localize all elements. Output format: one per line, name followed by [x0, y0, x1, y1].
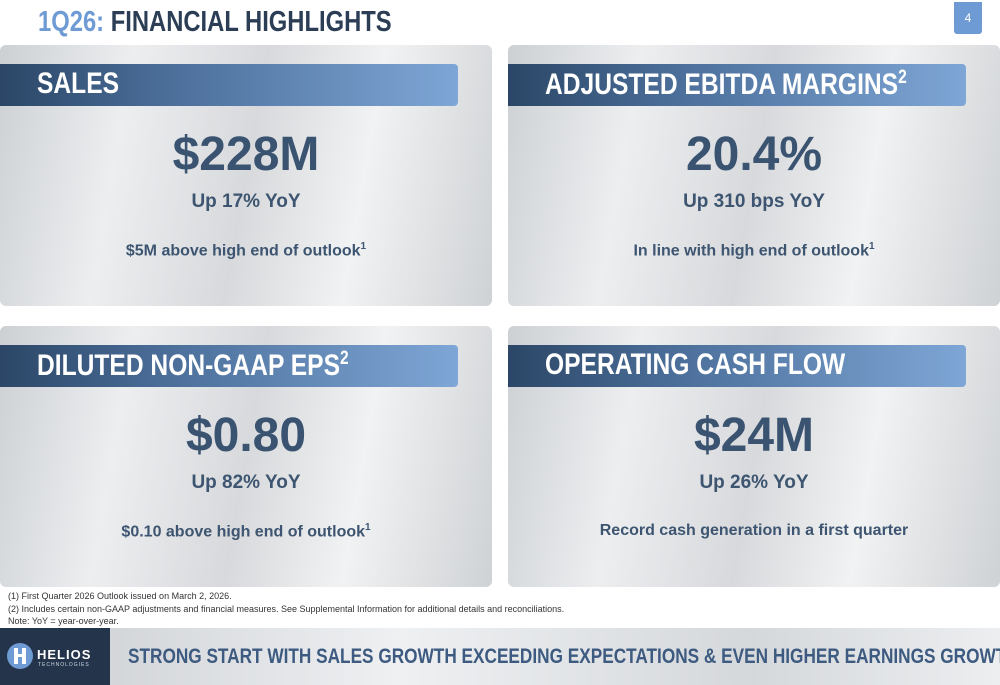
metric-note-row: $0.10 above high end of outlook1 [0, 522, 492, 541]
metric-note-row: $5M above high end of outlook1 [0, 241, 492, 260]
footnote: (1) First Quarter 2026 Outlook issued on… [8, 591, 232, 601]
logo-subtext: TECHNOLOGIES [38, 662, 90, 668]
metric-value: $0.80 [185, 409, 307, 462]
footnote-ref: 1 [360, 241, 367, 252]
card-title: OPERATING CASH FLOW [545, 348, 846, 381]
card-title: DILUTED NON-GAAP EPS [37, 349, 340, 382]
metric-note-row: Record cash generation in a first quarte… [508, 522, 1000, 540]
logo-text: HELIOS [37, 647, 92, 662]
card-header: ADJUSTED EBITDA MARGINS2 [508, 64, 966, 106]
card-title-row: OPERATING CASH FLOW [545, 348, 845, 382]
footnote-ref: 2 [339, 348, 349, 369]
metric-change: Up 310 bps YoY [683, 191, 825, 212]
metric-value: $228M [172, 128, 320, 181]
title: FINANCIAL HIGHLIGHTS [110, 6, 392, 38]
card: ADJUSTED EBITDA MARGINS2 20.4% Up 310 bps … [508, 45, 1000, 306]
card-header: DILUTED NON-GAAP EPS2 [0, 345, 458, 387]
card-title-row: DILUTED NON-GAAP EPS2 [37, 348, 349, 383]
metric-note: In line with high end of outlook [633, 242, 869, 260]
card-title: SALES [37, 67, 120, 100]
slide-title: 1Q26: FINANCIAL HIGHLIGHTS [38, 6, 392, 39]
card-title-row: ADJUSTED EBITDA MARGINS2 [545, 67, 907, 102]
card-title: ADJUSTED EBITDA MARGINS [545, 68, 899, 101]
metric-note: Record cash generation in a first quarte… [599, 522, 909, 539]
metric-value: $24M [693, 409, 815, 462]
card: SALES $228M Up 17% YoY $5M above high end o… [0, 45, 492, 306]
metric-change: Up 17% YoY [191, 191, 301, 212]
metric-note: $0.10 above high end of outlook [121, 523, 366, 541]
metric-note: $5M above high end of outlook [125, 242, 361, 260]
footnote-ref: 1 [365, 522, 371, 533]
metric-change: Up 82% YoY [191, 472, 301, 493]
card: OPERATING CASH FLOW $24M Up 26% YoY Record … [508, 326, 1000, 587]
title-prefix: 1Q26: [38, 6, 105, 38]
logo-h [14, 654, 26, 657]
footnote: (2) Includes certain non-GAAP adjustment… [8, 604, 565, 614]
page-number: 4 [954, 2, 982, 34]
footer-bar [0, 628, 1000, 685]
logo-icon [7, 643, 33, 669]
tagline: STRONG START WITH SALES GROWTH EXCEEDING… [128, 645, 1000, 668]
card-header: OPERATING CASH FLOW [508, 345, 966, 387]
metric-value: 20.4% [685, 128, 823, 181]
metric-change: Up 26% YoY [699, 472, 809, 493]
card-header: SALES [0, 64, 458, 106]
footnote-ref: 1 [868, 241, 875, 252]
card-title-row: SALES [37, 67, 119, 101]
footnote-ref: 2 [898, 67, 907, 88]
logo: HELIOS TECHNOLOGIES [0, 628, 110, 685]
metric-note-row: In line with high end of outlook1 [508, 241, 1000, 260]
footnote: Note: YoY = year-over-year. [8, 616, 119, 626]
card: DILUTED NON-GAAP EPS2 $0.80 Up 82% YoY $0.1… [0, 326, 492, 587]
